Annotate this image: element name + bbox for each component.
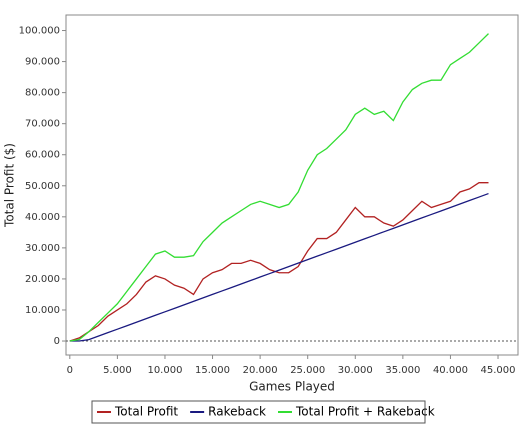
- plot-area: [65, 14, 519, 356]
- y-tick-label: 80.000: [25, 88, 60, 99]
- x-tick-label: 10.000: [147, 365, 182, 376]
- x-axis-title: Games Played: [249, 380, 335, 394]
- y-tick-label: 70.000: [25, 119, 60, 130]
- series-line: [69, 182, 489, 342]
- y-axis-title: Total Profit ($): [3, 143, 17, 228]
- y-tick-label: 30.000: [25, 243, 60, 254]
- x-tick-label: 40.000: [433, 365, 468, 376]
- x-tick-label: 45.000: [481, 365, 516, 376]
- y-tick-label: 60.000: [25, 150, 60, 161]
- legend-label: Rakeback: [208, 405, 266, 419]
- legend-label: Total Profit: [114, 405, 178, 419]
- x-tick-label: 35.000: [385, 365, 420, 376]
- y-tick-label: 0: [54, 336, 60, 347]
- series-line: [69, 33, 489, 342]
- legend-box: [91, 400, 426, 424]
- x-tick-label: 5.000: [103, 365, 132, 376]
- y-tick-label: 100.000: [19, 26, 60, 37]
- y-tick-label: 20.000: [25, 274, 60, 285]
- y-tick-label: 50.000: [25, 181, 60, 192]
- x-tick-label: 0: [67, 365, 73, 376]
- legend-label: Total Profit + Rakeback: [295, 405, 435, 419]
- y-tick-label: 40.000: [25, 212, 60, 223]
- x-tick-label: 25.000: [290, 365, 325, 376]
- y-tick-label: 10.000: [25, 305, 60, 316]
- x-tick-label: 30.000: [338, 365, 373, 376]
- y-tick-label: 90.000: [25, 57, 60, 68]
- x-tick-label: 20.000: [243, 365, 278, 376]
- x-tick-label: 15.000: [195, 365, 230, 376]
- series-line: [69, 192, 489, 342]
